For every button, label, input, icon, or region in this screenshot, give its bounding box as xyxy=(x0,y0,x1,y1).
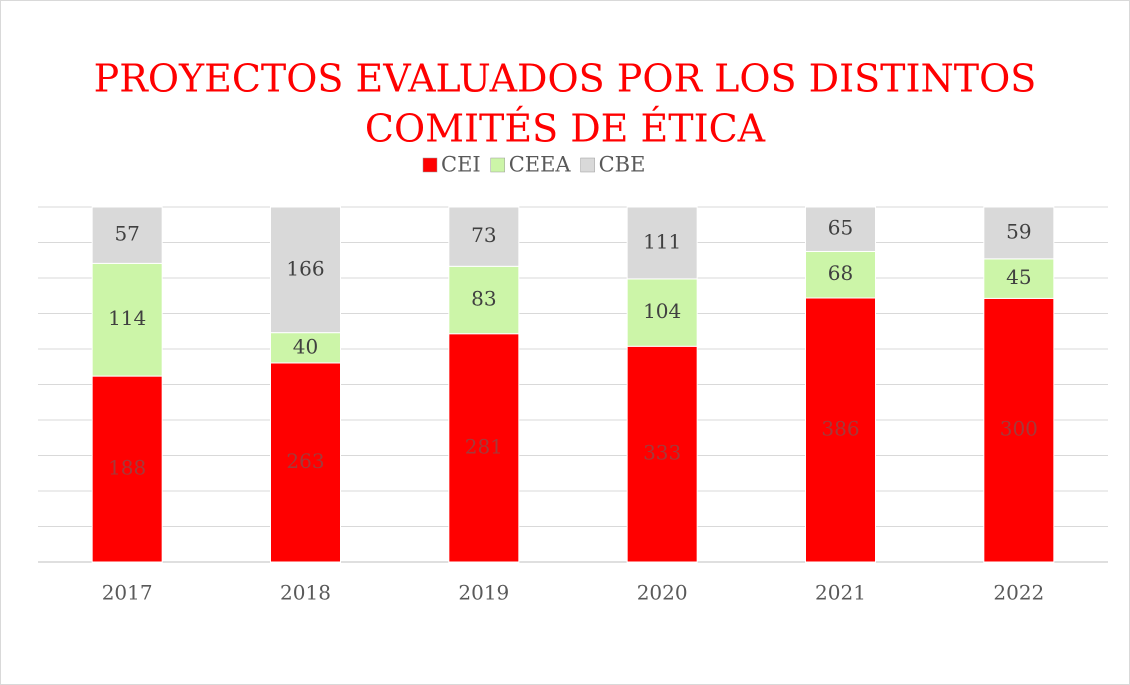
data-label: 188 xyxy=(108,456,146,480)
bar-segment xyxy=(626,345,698,563)
data-label: 65 xyxy=(828,216,853,240)
data-label: 73 xyxy=(471,223,496,247)
data-label: 83 xyxy=(471,287,496,311)
bar-segment xyxy=(983,206,1055,260)
data-label: 104 xyxy=(643,299,681,323)
data-label: 300 xyxy=(1000,417,1038,441)
x-tick-label: 2020 xyxy=(637,581,688,605)
legend-swatch xyxy=(490,157,505,173)
data-label: 166 xyxy=(286,256,324,280)
x-tick-label: 2017 xyxy=(102,581,153,605)
bar-segment xyxy=(448,206,520,267)
bar-segment xyxy=(91,206,163,264)
bar-segment xyxy=(270,206,341,334)
legend-swatch xyxy=(422,157,438,173)
x-tick-label: 2019 xyxy=(458,581,509,605)
bar-segment xyxy=(448,333,520,563)
legend-label: CEEA xyxy=(509,153,572,177)
legend-label: CBE xyxy=(599,153,646,177)
data-label: 333 xyxy=(643,441,681,465)
bar-segment xyxy=(983,297,1055,563)
chart-title: PROYECTOS EVALUADOS POR LOS DISTINTOS xyxy=(94,57,1037,101)
bar-segment xyxy=(270,362,341,563)
bar-segment xyxy=(805,206,876,252)
chart-title: COMITÉS DE ÉTICA xyxy=(365,107,766,151)
bar-segment xyxy=(270,332,341,364)
bar-segment xyxy=(805,297,876,563)
data-label: 59 xyxy=(1006,219,1031,243)
bar-segment xyxy=(91,262,163,377)
legend-swatch xyxy=(580,157,595,173)
data-label: 111 xyxy=(643,229,681,253)
data-label: 68 xyxy=(828,261,853,285)
bar-segment xyxy=(91,375,163,563)
bar-segment xyxy=(626,278,698,347)
data-label: 45 xyxy=(1006,265,1031,289)
x-tick-label: 2022 xyxy=(993,581,1044,605)
data-label: 263 xyxy=(286,449,324,473)
data-label: 114 xyxy=(108,306,146,330)
x-tick-label: 2018 xyxy=(280,581,331,605)
data-label: 386 xyxy=(821,416,859,440)
data-label: 281 xyxy=(465,434,503,458)
x-tick-label: 2021 xyxy=(815,581,866,605)
bar-segment xyxy=(448,265,520,335)
legend-label: CEI xyxy=(441,153,481,177)
data-label: 57 xyxy=(114,222,139,246)
data-label: 40 xyxy=(293,334,318,358)
bar-segment xyxy=(626,206,698,280)
